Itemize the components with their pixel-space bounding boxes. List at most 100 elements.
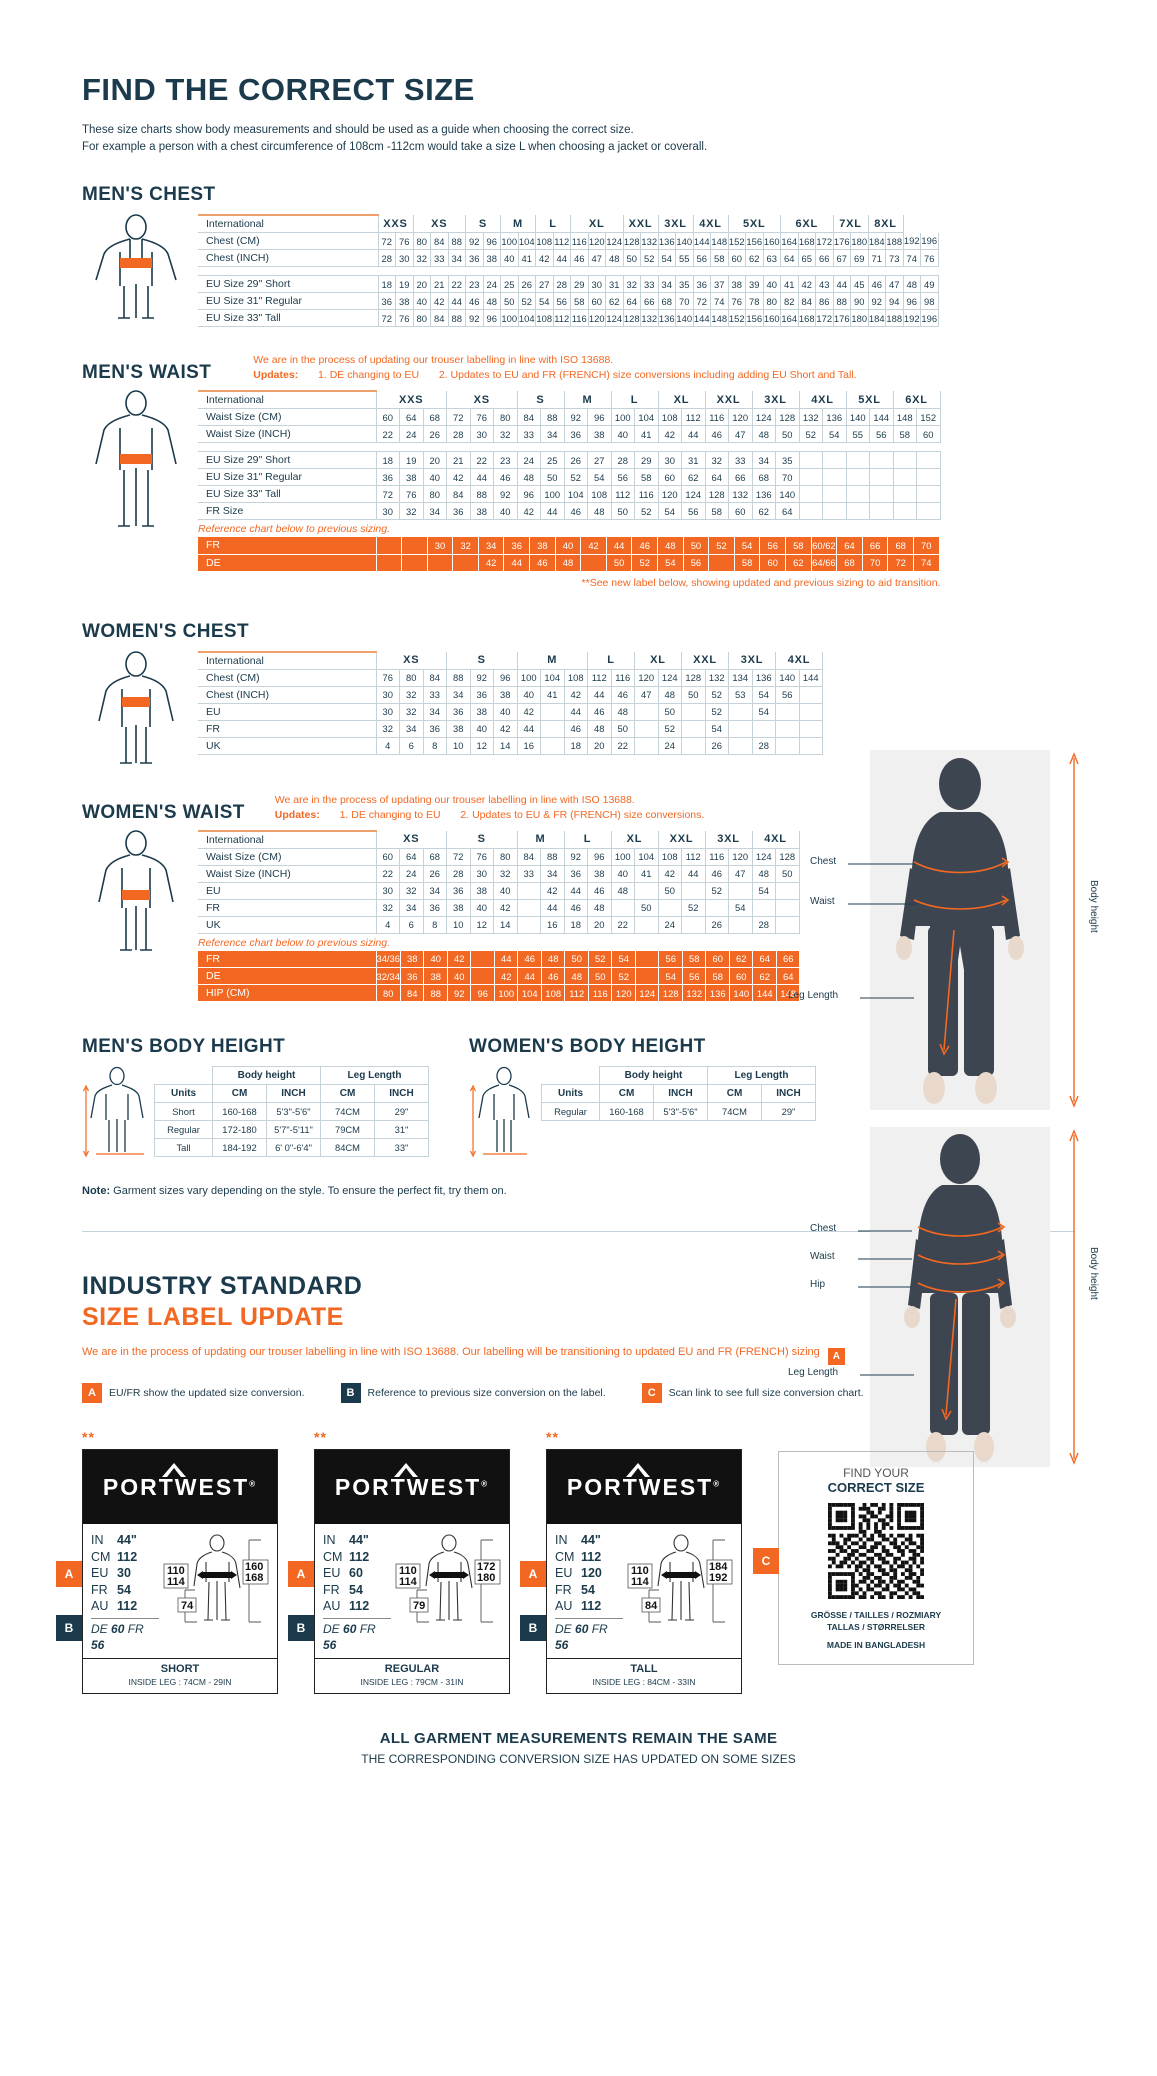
bh-cell: 31" xyxy=(374,1120,429,1139)
reference-row-label: FR xyxy=(198,950,377,968)
table-cell: 48 xyxy=(517,468,541,486)
size-header-xxl: XXL xyxy=(623,215,659,233)
table-cell: 136 xyxy=(752,485,776,503)
table-cell: 30 xyxy=(470,865,494,883)
bh-subheader-units: Units xyxy=(541,1084,600,1103)
table-cell: 120 xyxy=(588,309,606,327)
table-cell: 140 xyxy=(675,232,694,250)
qr-code[interactable] xyxy=(828,1503,924,1599)
table-cell: 30 xyxy=(658,451,682,469)
table-cell: 140 xyxy=(775,485,800,503)
bh-cell: 79CM xyxy=(320,1120,375,1139)
table-cell: 38 xyxy=(728,275,746,293)
table-cell xyxy=(846,502,870,520)
reference-cell: 58 xyxy=(705,967,730,985)
bh-cell: 160-168 xyxy=(212,1102,267,1121)
table-cell: 84 xyxy=(446,485,471,503)
table-cell: 46 xyxy=(705,865,729,883)
table-cell: 120 xyxy=(728,408,753,426)
table-cell: 92 xyxy=(465,309,484,327)
reference-cell: 56 xyxy=(682,967,707,985)
table-row: Waist Size (CM) 60 64 68 72 76 80 84 88 92 96 100 10… xyxy=(198,408,941,426)
table-cell: 40 xyxy=(500,249,519,267)
table-cell xyxy=(634,916,659,934)
reference-cell: 38 xyxy=(400,950,425,968)
table-cell: 136 xyxy=(752,669,776,687)
reference-cell: 64/66 xyxy=(811,554,838,572)
intro-line-1: These size charts show body measurements… xyxy=(82,124,634,136)
mens-chest-section: MEN'S CHEST xyxy=(82,184,1157,327)
spec-row-in: IN 44" xyxy=(555,1532,623,1549)
card-body: IN 44" CM 112 EU 30 FR 54 AU 112 DE 60 FR 56 110 114… xyxy=(83,1524,277,1658)
table-cell: 28 xyxy=(446,865,471,883)
table-cell: 134 xyxy=(728,669,753,687)
table-cell: 132 xyxy=(799,408,823,426)
womens-reference-note: Reference chart below to previous sizing… xyxy=(198,936,391,949)
card-badge-a: A xyxy=(520,1561,546,1587)
reference-cell: 56 xyxy=(658,950,683,968)
spec-row-in: IN 44" xyxy=(323,1532,391,1549)
waist-box-value-1: 110 xyxy=(631,1565,649,1577)
table-cell: 46 xyxy=(564,502,588,520)
table-cell: 144 xyxy=(799,669,823,687)
bh-group-body-height: Body height xyxy=(599,1066,708,1085)
table-cell: 4 xyxy=(376,737,400,755)
table-cell: 116 xyxy=(634,485,659,503)
table-cell: 50 xyxy=(634,899,659,917)
table-cell: 42 xyxy=(517,703,541,721)
reference-cell: 40 xyxy=(555,537,582,555)
table-cell: 40 xyxy=(611,425,635,443)
legend-item-c: C Scan link to see full size conversion … xyxy=(641,1383,864,1403)
bh-subheader-inch: INCH xyxy=(374,1084,429,1103)
bh-cell: 6' 0"-6'4" xyxy=(266,1138,321,1157)
bh-subheader-cm: CM xyxy=(212,1084,267,1103)
table-cell: 37 xyxy=(710,275,729,293)
reference-cell: 104 xyxy=(517,984,542,1002)
table-cell: 44 xyxy=(540,502,565,520)
table-cell: 30 xyxy=(376,502,400,520)
spec-value: 44" xyxy=(349,1533,369,1547)
card-inner: PORTWEST® IN 44" CM 112 EU 120 FR 54 AU 112 DE 60 F… xyxy=(546,1449,742,1694)
reference-cell: 50 xyxy=(683,537,710,555)
reference-cell: 62 xyxy=(729,950,754,968)
size-header-m: M xyxy=(564,391,612,409)
table-cell: 54 xyxy=(752,703,776,721)
legend-a-text: EU/FR show the updated size conversion. xyxy=(109,1387,305,1399)
portwest-wordmark: PORTWEST® xyxy=(335,1462,489,1501)
table-cell xyxy=(775,737,800,755)
table-cell: 112 xyxy=(553,309,571,327)
table-cell xyxy=(869,451,894,469)
male-chest-silhouette xyxy=(82,214,202,320)
table-cell: 80 xyxy=(493,408,518,426)
row-label: Chest (INCH) xyxy=(198,249,379,267)
womens-waist-section: WOMEN'S WAIST We are in the process of u… xyxy=(82,793,1157,1002)
table-row: EU 30 32 34 36 38 40 42 44 46 48 50 52 54 xyxy=(198,882,800,900)
size-header-5xl: 5XL xyxy=(728,215,781,233)
row-label: Chest (CM) xyxy=(198,669,377,687)
table-cell: 46 xyxy=(493,468,518,486)
size-header-m: M xyxy=(517,830,565,849)
table-cell xyxy=(846,451,870,469)
table-cell xyxy=(799,485,823,503)
table-cell xyxy=(752,720,776,738)
reference-cell: 60 xyxy=(705,950,730,968)
reference-cell xyxy=(470,950,495,968)
table-cell: 86 xyxy=(815,292,834,310)
womens-waist-reference-table: FR 34/36 38 40 42 44 46 48 50 52 54 56 58 60 62 64 66 DE 3… xyxy=(198,950,801,1002)
table-cell: 22 xyxy=(448,275,466,293)
reference-cell xyxy=(635,950,660,968)
spec-key: FR xyxy=(323,1582,340,1597)
table-cell: 40 xyxy=(493,502,518,520)
table-cell: 24 xyxy=(658,737,682,755)
table-cell: 128 xyxy=(623,309,641,327)
table-cell xyxy=(822,485,847,503)
update-2: 2. Updates to EU and FR (FRENCH) size co… xyxy=(438,369,857,381)
table-cell: 34 xyxy=(423,502,447,520)
label-card: ** PORTWEST® IN 44" CM 112 EU 60 FR 54 AU 112 DE 60 … xyxy=(288,1429,510,1694)
table-cell: 88 xyxy=(540,848,565,866)
table-cell: 104 xyxy=(518,309,536,327)
reference-cell: 58 xyxy=(682,950,707,968)
size-header-m: M xyxy=(517,651,588,670)
portwest-wordmark: PORTWEST® xyxy=(567,1462,721,1501)
table-cell: 34 xyxy=(423,882,447,900)
